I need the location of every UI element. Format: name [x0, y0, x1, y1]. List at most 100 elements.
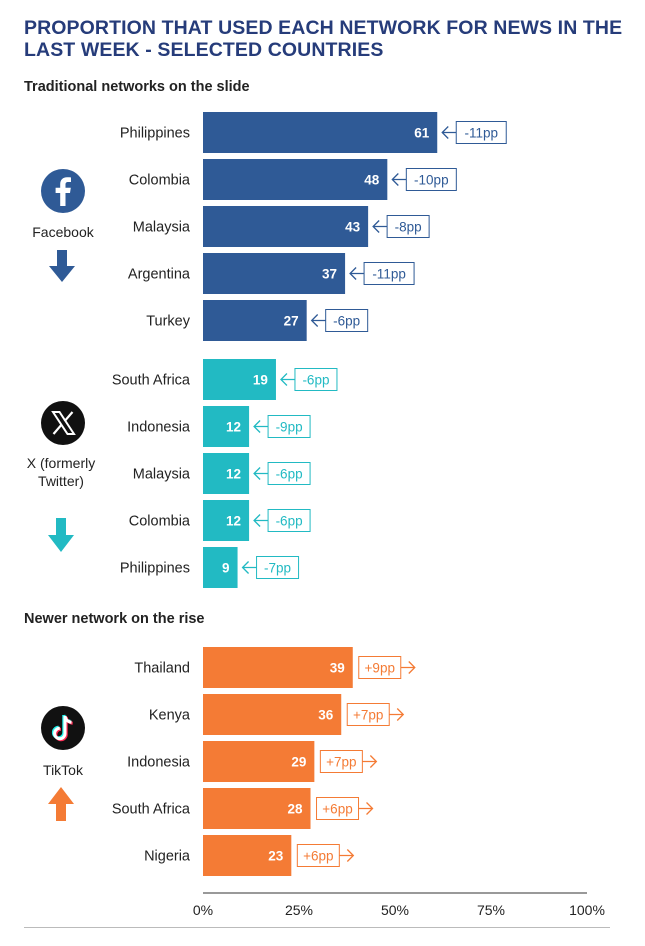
bar — [203, 406, 250, 447]
change-arrow-left — [310, 314, 326, 327]
chart-title: PROPORTION THAT USED EACH NETWORK FOR NE… — [24, 17, 623, 61]
category-label: Colombia — [129, 514, 191, 530]
change-arrow-left — [253, 514, 269, 527]
network-label-x: X (formerly Twitter) — [26, 455, 96, 489]
bar — [203, 835, 292, 876]
x-tick-label: 0% — [193, 902, 213, 918]
value-label: 12 — [226, 514, 241, 529]
bar — [203, 159, 388, 200]
change-arrow-right — [358, 802, 374, 815]
category-label: Turkey — [146, 314, 191, 330]
category-label: South Africa — [112, 802, 191, 818]
bar — [203, 112, 438, 153]
change-arrow-left — [280, 373, 295, 386]
bar — [203, 253, 346, 294]
change-label: -6pp — [333, 314, 360, 329]
network-label-facebook: Facebook — [32, 224, 94, 240]
change-box — [363, 262, 415, 285]
tiktok-icon — [41, 706, 85, 750]
category-label: Indonesia — [127, 420, 191, 436]
network-label-tiktok: TikTok — [43, 762, 83, 778]
category-label: South Africa — [112, 373, 191, 389]
value-label: 43 — [345, 220, 361, 235]
value-label: 9 — [222, 561, 230, 576]
change-arrow-right — [339, 849, 355, 862]
change-arrow-left — [253, 467, 269, 480]
x-tick-label: 25% — [285, 902, 313, 918]
category-label: Malaysia — [133, 220, 191, 236]
value-label: 12 — [226, 467, 241, 482]
category-label: Indonesia — [127, 755, 191, 771]
value-label: 37 — [322, 267, 337, 282]
facebook-icon — [41, 169, 85, 213]
change-label: -11pp — [464, 126, 498, 141]
bar — [203, 500, 250, 541]
change-box — [325, 309, 369, 332]
bar — [203, 359, 276, 400]
value-label: 23 — [268, 849, 284, 864]
change-label: -10pp — [414, 173, 449, 188]
category-label: Colombia — [129, 173, 191, 189]
category-label: Kenya — [149, 708, 191, 724]
arrow-up-icon — [48, 787, 74, 821]
section-label-traditional: Traditional networks on the slide — [24, 79, 250, 95]
value-label: 28 — [287, 802, 303, 817]
bar — [203, 694, 342, 735]
change-arrow-right — [362, 755, 378, 768]
change-arrow-right — [400, 661, 416, 674]
change-arrow-left — [241, 561, 257, 574]
bar — [203, 547, 238, 588]
bar — [203, 647, 353, 688]
bar — [203, 788, 311, 829]
change-arrow-right — [389, 708, 405, 721]
change-box — [294, 368, 338, 391]
category-label: Nigeria — [144, 849, 191, 865]
change-label: +6pp — [303, 849, 333, 864]
change-label: -6pp — [276, 514, 303, 529]
bottom-rule — [24, 927, 610, 928]
x-tick-label: 50% — [381, 902, 409, 918]
category-label: Philippines — [120, 561, 190, 577]
change-arrow-left — [372, 220, 388, 233]
arrow-down-icon — [48, 518, 74, 552]
category-label: Malaysia — [133, 467, 191, 483]
category-label: Thailand — [134, 661, 190, 677]
category-label: Argentina — [128, 267, 191, 283]
bar — [203, 453, 250, 494]
bar — [203, 741, 315, 782]
change-label: +6pp — [322, 802, 352, 817]
change-box — [256, 556, 300, 579]
value-label: 39 — [330, 661, 345, 676]
section-label-newer: Newer network on the rise — [24, 611, 205, 627]
category-label: Philippines — [120, 126, 190, 142]
change-label: -7pp — [264, 561, 291, 576]
change-box — [405, 168, 457, 191]
change-label: -6pp — [276, 467, 303, 482]
change-label: +7pp — [353, 708, 383, 723]
change-arrow-left — [253, 420, 269, 433]
value-label: 27 — [284, 314, 299, 329]
change-box — [267, 509, 311, 532]
change-box — [455, 121, 507, 144]
change-box — [386, 215, 430, 238]
change-arrow-left — [349, 267, 365, 280]
value-label: 19 — [253, 373, 268, 388]
bar — [203, 300, 307, 341]
change-arrow-left — [391, 173, 407, 186]
change-label: -9pp — [276, 420, 303, 435]
change-label: +7pp — [326, 755, 356, 770]
value-label: 61 — [414, 126, 430, 141]
change-arrow-left — [441, 126, 457, 139]
arrow-down-icon — [49, 250, 75, 282]
change-label: -8pp — [395, 220, 422, 235]
value-label: 12 — [226, 420, 241, 435]
change-label: -11pp — [372, 267, 406, 282]
change-label: -6pp — [302, 373, 329, 388]
value-label: 36 — [318, 708, 334, 723]
change-box — [267, 415, 311, 438]
bar — [203, 206, 369, 247]
value-label: 48 — [364, 173, 380, 188]
change-box — [267, 462, 311, 485]
x-icon — [41, 401, 85, 445]
